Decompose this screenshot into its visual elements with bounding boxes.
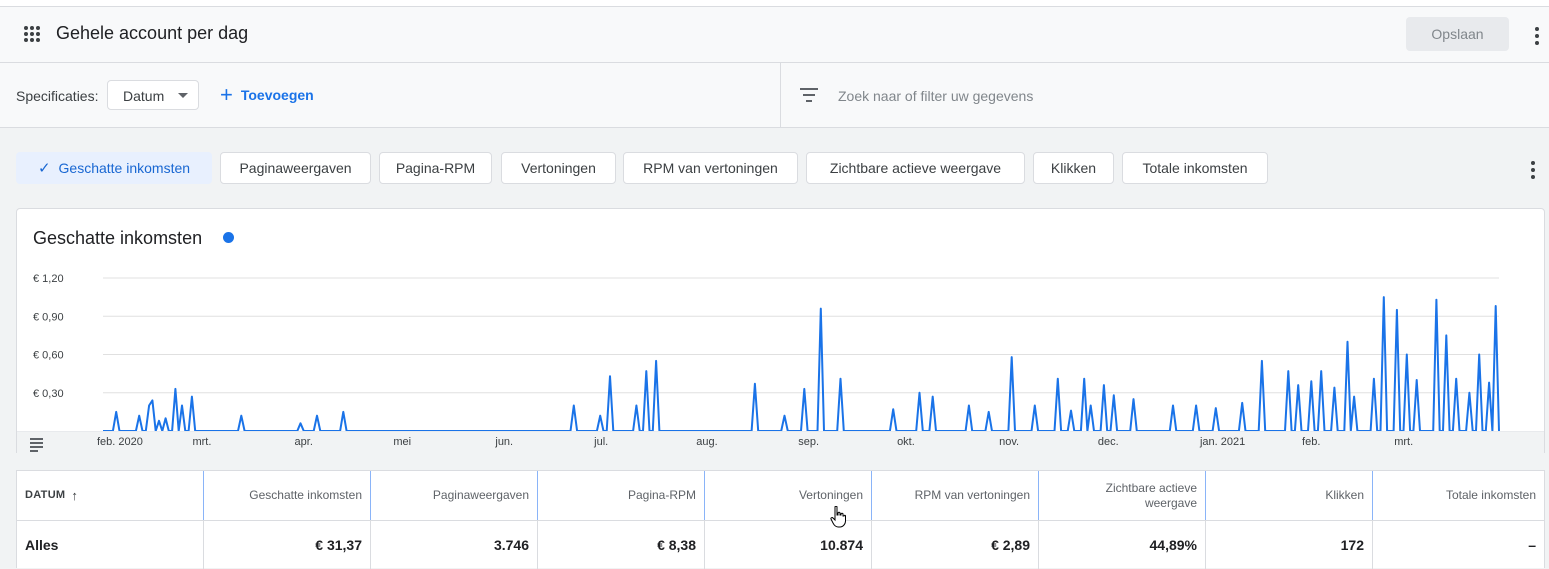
x-month-label: jul. (594, 436, 609, 448)
more-options-icon[interactable] (1535, 27, 1539, 48)
check-icon: ✓ (37, 160, 51, 177)
report-header: Gehele account per dag Opslaan (0, 7, 1549, 63)
chip-vertoningen[interactable]: Vertoningen (501, 152, 616, 184)
chip-label: Geschatte inkomsten (58, 160, 191, 176)
header-totale-inkomsten[interactable]: Totale inkomsten (1445, 488, 1536, 502)
y-tick-label: € 1,20 (33, 273, 64, 285)
total-rpm-van-vertoningen: € 2,89 (872, 521, 1039, 569)
x-month-label: feb. 2020 (97, 436, 143, 448)
chip-pagina-rpm[interactable]: Pagina-RPM (379, 152, 492, 184)
x-month-label: mrt. (1394, 436, 1414, 448)
chip-geschatte-inkomsten[interactable]: ✓ Geschatte inkomsten (16, 152, 212, 184)
total-geschatte-inkomsten: € 31,37 (204, 521, 371, 569)
header-datum[interactable]: DATUM ↑ (17, 471, 204, 520)
x-month-label: aug. (696, 436, 718, 448)
filter-bar: Specificaties: Datum + Toevoegen (0, 63, 1549, 128)
x-month-label: apr. (294, 436, 313, 448)
header-pagina-rpm[interactable]: Pagina-RPM (538, 471, 705, 520)
x-month-label: jun. (495, 436, 514, 448)
chip-paginaweergaven[interactable]: Paginaweergaven (220, 152, 371, 184)
filter-search-input[interactable] (836, 85, 1340, 107)
header-rpm-van-vertoningen[interactable]: RPM van vertoningen (872, 471, 1039, 520)
chip-label: Vertoningen (521, 160, 596, 176)
total-zichtbare-actieve-weergave: 44,89% (1039, 521, 1206, 569)
add-dimension-button[interactable]: + Toevoegen (220, 83, 314, 107)
header-klikken[interactable]: Klikken (1206, 471, 1373, 520)
earnings-line-chart[interactable]: € 0,30 € 0,60 € 0,90 € 1,20 (17, 209, 1544, 431)
y-tick-label: € 0,60 (33, 350, 64, 362)
specifications-label: Specificaties: (16, 88, 99, 104)
series-legend-dot (223, 232, 234, 243)
dimension-select[interactable]: Datum (107, 80, 199, 110)
y-tick-label: € 0,30 (33, 388, 64, 400)
chip-label: Zichtbare actieve weergave (829, 160, 1002, 176)
total-vertoningen: 10.874 (705, 521, 872, 569)
chip-label: Totale inkomsten (1142, 160, 1248, 176)
total-totale-inkomsten: – (1528, 537, 1536, 553)
header-vertoningen[interactable]: Vertoningen (705, 471, 872, 520)
plus-icon: + (220, 82, 233, 107)
add-dimension-label: Toevoegen (240, 87, 314, 103)
header-divider (17, 520, 1544, 521)
earnings-series-line[interactable] (103, 296, 1500, 431)
report-title: Gehele account per dag (56, 23, 249, 43)
y-tick-label: € 0,90 (33, 311, 64, 323)
total-paginaweergaven: 3.746 (371, 521, 538, 569)
filter-divider (780, 63, 781, 127)
x-month-label: nov. (999, 436, 1020, 448)
totals-label: Alles (17, 521, 204, 569)
x-month-label: dec. (1097, 436, 1119, 448)
chart-card: Geschatte inkomsten € 0,30 € 0,60 € 0,90 € … (16, 208, 1545, 454)
chip-rpm-van-vertoningen[interactable]: RPM van vertoningen (623, 152, 798, 184)
header-geschatte-inkomsten[interactable]: Geschatte inkomsten (204, 471, 371, 520)
filter-icon[interactable] (799, 88, 819, 102)
x-month-label: mrt. (192, 436, 212, 448)
chip-zichtbare-actieve-weergave[interactable]: Zichtbare actieve weergave (806, 152, 1025, 184)
chart-title: Geschatte inkomsten (33, 228, 203, 248)
save-button[interactable]: Opslaan (1406, 17, 1509, 51)
hand-cursor-icon (830, 506, 846, 528)
apps-grid-icon[interactable] (24, 26, 40, 42)
header-label: DATUM (25, 489, 66, 501)
x-month-label: mei (393, 436, 412, 448)
chart-time-navigator[interactable]: feb. 2020 mrt. apr. mei jun. jul. aug. sep. okt.… (17, 431, 1544, 454)
dropdown-arrow-icon (178, 93, 188, 98)
chips-more-options-icon[interactable] (1531, 161, 1535, 182)
sort-arrow-icon: ↑ (71, 488, 79, 503)
header-paginaweergaven[interactable]: Paginaweergaven (371, 471, 538, 520)
chip-label: Paginaweergaven (239, 160, 352, 176)
chip-label: Klikken (1050, 160, 1097, 176)
total-pagina-rpm: € 8,38 (538, 521, 705, 569)
chip-totale-inkomsten[interactable]: Totale inkomsten (1122, 152, 1268, 184)
chip-label: Pagina-RPM (395, 160, 476, 176)
table-view-icon[interactable] (30, 438, 43, 454)
chip-label: RPM van vertoningen (643, 160, 778, 176)
report-table: DATUM ↑ Geschatte inkomsten Paginaweerga… (16, 470, 1545, 569)
x-month-label: jan. 2021 (1199, 436, 1246, 448)
x-month-label: feb. (1302, 436, 1321, 448)
chip-klikken[interactable]: Klikken (1033, 152, 1114, 184)
dimension-select-value: Datum (123, 88, 165, 104)
total-klikken: 172 (1206, 521, 1373, 569)
x-month-label: okt. (897, 436, 915, 448)
top-divider (0, 0, 1549, 7)
header-zichtbare-actieve-weergave[interactable]: Zichtbare actieve weergave (1039, 471, 1206, 520)
x-month-label: sep. (798, 436, 820, 448)
